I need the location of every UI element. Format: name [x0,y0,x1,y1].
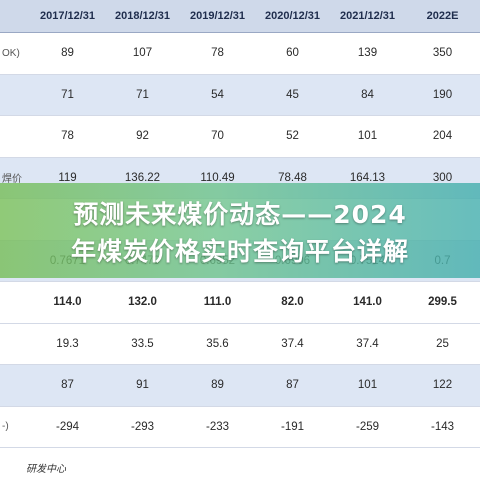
table-cell: 101 [330,115,405,158]
table-cell: 52 [255,115,330,158]
table-cell: 92 [105,115,180,158]
source-footnote: 研发中心 [26,464,66,475]
table-cell: 25 [405,323,480,365]
header-cell-2020: 2020/12/31 [255,0,330,33]
table-cell: 190 [405,74,480,116]
table-cell: 91 [105,364,180,407]
table-cell: 37.4 [255,323,330,365]
table-cell: 111.0 [180,281,255,324]
header-row: 2017/12/31 2018/12/31 2019/12/31 2020/12… [0,0,480,33]
table-cell: 45 [255,74,330,116]
table-cell: 122 [405,364,480,407]
table-cell: 87 [30,364,105,407]
table-row: 19.3 33.5 35.6 37.4 37.4 25 [0,323,480,365]
row-label: -) [0,406,30,448]
table-cell: 35.6 [180,323,255,365]
table-cell: 78 [180,32,255,75]
table-cell: 132.0 [105,281,180,324]
title-banner: 预测未来煤价动态——2024 年煤炭价格实时查询平台详解 [0,196,480,270]
table-cell: -143 [405,406,480,448]
table-cell: 60 [255,32,330,75]
table-row: 78 92 70 52 101 204 [0,115,480,158]
header-cell-2017: 2017/12/31 [30,0,105,33]
table-cell: 19.3 [30,323,105,365]
table-cell: -293 [105,406,180,448]
header-cell-label [0,0,30,33]
row-label: OK) [0,32,30,75]
header-cell-2021: 2021/12/31 [330,0,405,33]
table-cell: 84 [330,74,405,116]
table-cell: 101 [330,364,405,407]
table-cell: 70 [180,115,255,158]
table-row: -) -294 -293 -233 -191 -259 -143 [0,406,480,448]
table-cell: -259 [330,406,405,448]
table-row: 71 71 54 45 84 190 [0,74,480,116]
table-cell: 87 [255,364,330,407]
row-label [0,74,30,116]
table-cell: -294 [30,406,105,448]
table-row: OK) 89 107 78 60 139 350 [0,32,480,75]
title-banner-background [0,183,480,278]
table-row: 87 91 89 87 101 122 [0,364,480,407]
table-cell: 89 [180,364,255,407]
table-cell: 54 [180,74,255,116]
table-row: 114.0 132.0 111.0 82.0 141.0 299.5 [0,281,480,324]
banner-title-line-1: 预测未来煤价动态——2024 [73,200,407,229]
table-cell: 89 [30,32,105,75]
table-cell: -191 [255,406,330,448]
table-cell: 82.0 [255,281,330,324]
header-cell-2022e: 2022E [405,0,480,33]
table-cell: 37.4 [330,323,405,365]
table-cell: 141.0 [330,281,405,324]
table-cell: 114.0 [30,281,105,324]
header-cell-2018: 2018/12/31 [105,0,180,33]
banner-title-line-2: 年煤炭价格实时查询平台详解 [70,237,409,266]
table-cell: 71 [105,74,180,116]
table-cell: 139 [330,32,405,75]
table-cell: 204 [405,115,480,158]
table-cell: -233 [180,406,255,448]
table-cell: 299.5 [405,281,480,324]
row-label [0,115,30,158]
header-cell-2019: 2019/12/31 [180,0,255,33]
table-cell: 107 [105,32,180,75]
table-cell: 350 [405,32,480,75]
table-cell: 33.5 [105,323,180,365]
row-label [0,281,30,324]
row-label [0,364,30,407]
table-cell: 78 [30,115,105,158]
table-cell: 71 [30,74,105,116]
row-label [0,323,30,365]
